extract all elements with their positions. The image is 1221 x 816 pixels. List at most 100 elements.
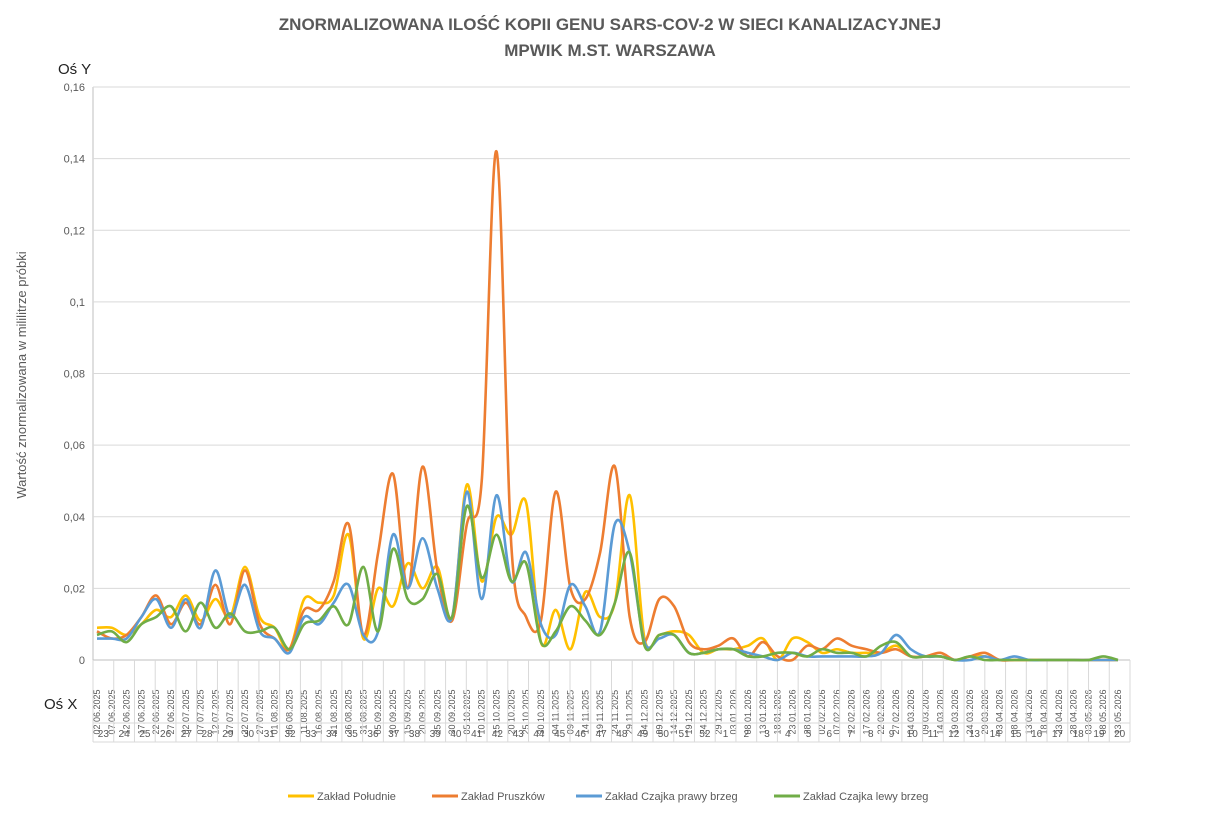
week-label: 11 xyxy=(928,729,939,740)
x-tick-label: 23.01.2026 xyxy=(787,689,797,734)
x-tick-label: 01.08.2025 xyxy=(270,689,280,734)
week-label: 44 xyxy=(533,729,545,740)
x-tick-label: 11.08.2025 xyxy=(299,690,309,734)
x-tick-label: 07.06.2025 xyxy=(107,689,117,734)
y-tick-label: 0,02 xyxy=(64,583,85,595)
week-label: 35 xyxy=(347,729,359,740)
x-tick-label: 26.08.2025 xyxy=(344,689,354,734)
week-label: 40 xyxy=(450,729,462,740)
week-label: 36 xyxy=(367,729,379,740)
week-label: 51 xyxy=(679,729,691,740)
x-tick-label: 13.05.2026 xyxy=(1113,689,1123,734)
week-label: 28 xyxy=(202,729,214,740)
week-label: 18 xyxy=(1073,729,1085,740)
week-label: 10 xyxy=(907,729,919,740)
week-label: 2 xyxy=(744,729,750,740)
x-tick-label: 02.02.2026 xyxy=(817,689,827,734)
x-axis-name: Oś X xyxy=(44,696,77,713)
x-tick-label: 28.04.2026 xyxy=(1069,689,1079,734)
x-tick-label: 02.07.2025 xyxy=(181,689,191,734)
chart-title: ZNORMALIZOWANA ILOŚĆ KOPII GENU SARS-COV… xyxy=(279,15,941,34)
x-tick-label: 27.07.2025 xyxy=(255,689,265,734)
y-tick-label: 0 xyxy=(79,655,85,667)
x-tick-label: 04.03.2026 xyxy=(906,689,916,734)
x-tick-label: 15.10.2025 xyxy=(492,689,502,734)
week-label: 1 xyxy=(723,729,729,740)
x-tick-label: 18.04.2026 xyxy=(1039,689,1049,734)
y-tick-label: 0,06 xyxy=(64,440,85,452)
week-label: 12 xyxy=(948,729,960,740)
week-label: 7 xyxy=(847,729,853,740)
x-tick-label: 12.02.2026 xyxy=(847,689,857,734)
week-label: 24 xyxy=(119,729,131,740)
week-label: 31 xyxy=(264,729,276,740)
x-tick-label: 04.12.2025 xyxy=(639,689,649,734)
x-tick-label: 13.04.2026 xyxy=(1024,689,1034,734)
x-tick-label: 15.09.2025 xyxy=(403,689,413,734)
x-tick-label: 09.12.2025 xyxy=(654,689,664,734)
x-tick-label: 14.11.2025 xyxy=(580,690,590,734)
x-tick-label: 05.09.2025 xyxy=(373,689,383,734)
x-tick-label: 22.06.2025 xyxy=(151,689,161,734)
x-tick-label: 10.09.2025 xyxy=(388,689,398,734)
line xyxy=(96,504,1119,662)
x-tick-label: 02.06.2025 xyxy=(92,689,102,734)
x-tick-label: 07.07.2025 xyxy=(196,689,206,734)
x-tick-label: 27.02.2026 xyxy=(891,689,901,734)
y-tick-label: 0,12 xyxy=(64,225,85,237)
x-tick-label: 29.12.2025 xyxy=(713,689,723,734)
x-tick-label: 14.03.2026 xyxy=(935,689,945,734)
x-tick-label: 28.01.2026 xyxy=(802,689,812,734)
x-tick-label: 27.06.2025 xyxy=(166,689,176,734)
week-label: 29 xyxy=(222,729,234,740)
x-tick-label: 21.08.2025 xyxy=(329,689,339,734)
x-tick-label: 17.02.2026 xyxy=(861,689,871,734)
week-label: 25 xyxy=(139,729,151,740)
x-tick-label: 13.01.2026 xyxy=(758,689,768,734)
x-tick-label: 12.06.2025 xyxy=(122,689,132,734)
week-label: 30 xyxy=(243,729,255,740)
chart-title: MPWIK M.ST. WARSZAWA xyxy=(504,41,716,60)
x-tick-label: 23.04.2026 xyxy=(1054,689,1064,734)
legend-label: Zakład Pruszków xyxy=(461,791,545,803)
x-tick-label: 16.08.2025 xyxy=(314,689,324,734)
x-tick-label: 04.11.2025 xyxy=(551,690,561,734)
week-label: 52 xyxy=(699,729,711,740)
x-tick-label: 24.11.2025 xyxy=(610,690,620,734)
week-label: 23 xyxy=(98,729,110,740)
x-tick-label: 24.12.2025 xyxy=(699,689,709,734)
x-tick-label: 08.05.2026 xyxy=(1098,689,1108,734)
x-tick-label: 06.08.2025 xyxy=(284,689,294,734)
y-tick-label: 0,1 xyxy=(70,297,85,309)
legend-label: Zakład Południe xyxy=(317,791,396,803)
x-tick-label: 10.10.2025 xyxy=(477,689,487,734)
y-tick-label: 0,14 xyxy=(64,154,85,166)
x-tick-label: 03.01.2026 xyxy=(728,689,738,734)
x-tick-label: 12.07.2025 xyxy=(210,689,220,734)
week-label: 42 xyxy=(492,729,504,740)
x-tick-label: 07.02.2026 xyxy=(832,689,842,734)
x-tick-label: 20.09.2025 xyxy=(418,689,428,734)
week-label: 16 xyxy=(1031,729,1043,740)
x-tick-label: 29.11.2025 xyxy=(625,690,635,734)
x-tick-label: 31.08.2025 xyxy=(358,689,368,734)
week-label: 8 xyxy=(868,729,874,740)
y-tick-label: 0,08 xyxy=(64,369,85,381)
week-label: 4 xyxy=(785,729,791,740)
x-tick-label: 03.04.2026 xyxy=(995,689,1005,734)
week-label: 50 xyxy=(658,729,670,740)
week-label: 38 xyxy=(409,729,421,740)
x-tick-label: 19.11.2025 xyxy=(595,690,605,734)
legend-label: Zakład Czajka prawy brzeg xyxy=(605,791,738,803)
x-tick-label: 30.10.2025 xyxy=(536,689,546,734)
x-tick-label: 30.09.2025 xyxy=(447,689,457,734)
x-tick-label: 08.04.2026 xyxy=(1009,689,1019,734)
y-tick-label: 0,16 xyxy=(64,82,85,94)
x-tick-label: 25.09.2025 xyxy=(432,689,442,734)
week-label: 47 xyxy=(596,729,608,740)
y-tick-label: 0,04 xyxy=(64,512,85,524)
week-label: 17 xyxy=(1052,729,1064,740)
x-tick-label: 22.07.2025 xyxy=(240,689,250,734)
week-label: 6 xyxy=(826,729,832,740)
